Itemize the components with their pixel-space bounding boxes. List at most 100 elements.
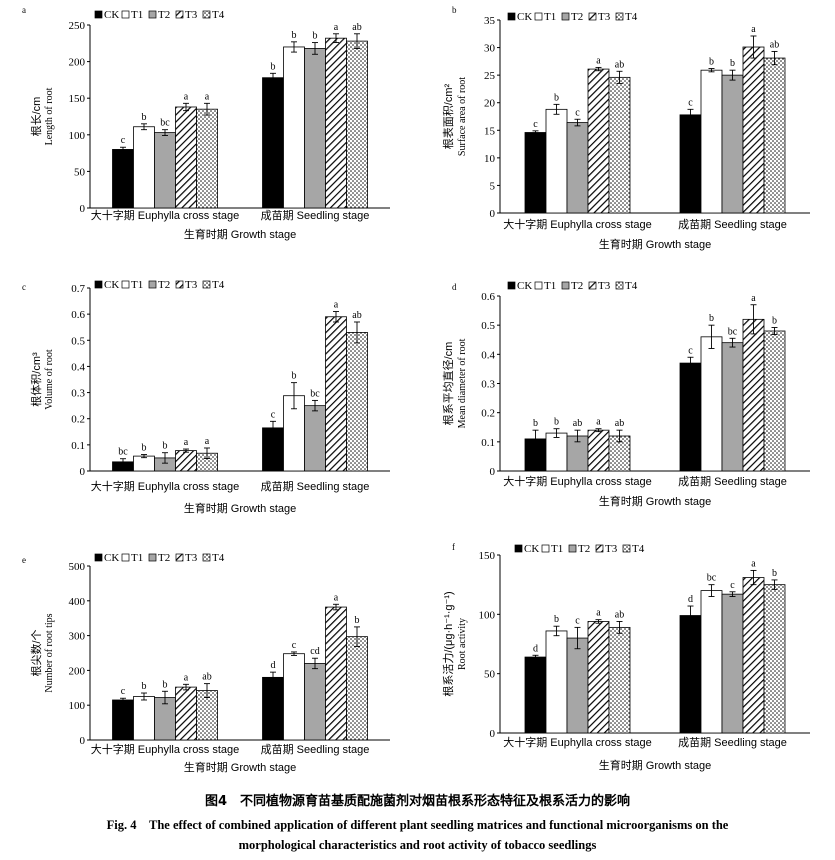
legend-swatch-t1 <box>541 544 550 553</box>
bar-t2 <box>721 74 744 214</box>
legend-swatch-t2 <box>148 553 157 562</box>
y-tick-label: 150 <box>479 550 496 562</box>
legend-swatch-t2 <box>561 281 570 290</box>
y-axis-label-en: Volume of root <box>44 349 55 410</box>
significance-letter: a <box>334 300 339 311</box>
y-tick-label: 0 <box>80 735 86 747</box>
y-tick-label: 25 <box>484 70 496 82</box>
y-tick-label: 5 <box>490 180 496 192</box>
y-tick-label: 100 <box>69 700 86 712</box>
bar-t4 <box>196 108 218 209</box>
significance-letter: b <box>709 57 714 68</box>
significance-letter: c <box>121 135 126 146</box>
panel-label: b <box>452 5 457 15</box>
significance-letter: a <box>596 55 601 66</box>
y-axis-label-en: Mean diameter of root <box>457 338 468 428</box>
y-tick-label: 200 <box>69 665 86 677</box>
legend-label: T3 <box>598 280 611 292</box>
bar-ck <box>112 149 134 209</box>
legend-swatch-ck <box>507 12 516 21</box>
bar-t1 <box>545 108 568 214</box>
bar-t3 <box>587 68 610 214</box>
legend-label: T4 <box>625 280 638 292</box>
significance-letter: b <box>163 679 168 690</box>
x-axis-title: 生育时期 Growth stage <box>599 494 711 508</box>
legend-label: T3 <box>185 9 198 21</box>
bar-t1 <box>545 630 568 734</box>
panel-label: d <box>452 282 457 292</box>
significance-letter: ab <box>615 609 624 620</box>
legend-swatch-t4 <box>622 544 631 553</box>
bar-t3 <box>742 577 765 734</box>
legend-swatch-t1 <box>121 10 130 19</box>
significance-letter: a <box>205 436 210 447</box>
bar-t1 <box>133 696 155 741</box>
y-tick-label: 0 <box>490 208 496 220</box>
bar-t4 <box>763 330 786 472</box>
y-tick-label: 0 <box>80 466 86 478</box>
legend-swatch-t2 <box>148 10 157 19</box>
significance-letter: bc <box>160 118 170 129</box>
significance-letter: a <box>334 592 339 603</box>
bar-ck <box>679 615 702 734</box>
significance-letter: b <box>271 61 276 72</box>
significance-letter: b <box>292 371 297 382</box>
figure-caption-en-line-1: Fig. 4 The effect of combined applicatio… <box>106 818 729 832</box>
y-axis-label-en: Number of root tips <box>44 613 55 692</box>
bar-t1 <box>700 590 723 734</box>
x-category-label: 大十字期 Euphylla cross stage <box>91 479 240 493</box>
bar-t2 <box>154 132 176 209</box>
y-axis-label-zh: 根表面积/cm² <box>441 83 455 149</box>
bar-ck <box>679 362 702 472</box>
bar-t3 <box>742 318 765 472</box>
x-category-label: 成苗期 Seedling stage <box>261 480 370 493</box>
significance-letter: c <box>688 97 693 108</box>
significance-letter: b <box>554 92 559 103</box>
significance-letter: bc <box>310 388 320 399</box>
bar-t3 <box>742 46 765 214</box>
legend-swatch-t3 <box>588 281 597 290</box>
y-axis-label-en: Length of root <box>44 87 55 145</box>
chart-panel-d: d 0 0.1 0.2 0.3 0.4 0.5 0.6 根系平均直径/cm Mean diamet… <box>441 280 810 508</box>
bar-t2 <box>566 637 589 734</box>
bar-ck <box>262 77 284 209</box>
legend-swatch-t3 <box>595 544 604 553</box>
y-axis-label-zh: 根长/cm <box>29 97 43 137</box>
y-tick-label: 0 <box>490 466 496 478</box>
legend-label: CK <box>517 280 532 292</box>
y-tick-label: 0 <box>490 728 496 740</box>
y-tick-label: 15 <box>484 125 496 137</box>
bar-t4 <box>608 626 631 734</box>
y-tick-label: 0.5 <box>481 320 495 332</box>
y-tick-label: 10 <box>484 153 496 165</box>
y-axis-label-zh: 根系平均直径/cm <box>441 342 455 426</box>
y-tick-label: 0.3 <box>71 388 85 400</box>
bar-t4 <box>763 57 786 214</box>
legend-swatch-t1 <box>121 553 130 562</box>
significance-letter: a <box>596 608 601 619</box>
legend-swatch-t3 <box>588 12 597 21</box>
y-tick-label: 0.6 <box>481 291 495 303</box>
y-tick-label: 0.2 <box>71 414 85 426</box>
y-tick-label: 0.6 <box>71 309 85 321</box>
bar-t2 <box>566 122 589 214</box>
bar-t4 <box>608 76 631 214</box>
legend-swatch-ck <box>514 544 523 553</box>
panel-label: e <box>22 555 26 565</box>
bar-t1 <box>283 46 305 209</box>
bar-t1 <box>133 126 155 209</box>
figure-caption-en-line-2: morphological characteristics and root a… <box>238 838 597 852</box>
legend-label: CK <box>104 9 119 21</box>
significance-letter: d <box>271 660 276 671</box>
y-tick-label: 400 <box>69 596 86 608</box>
significance-letter: a <box>751 558 756 569</box>
legend-swatch-t2 <box>568 544 577 553</box>
bar-t2 <box>721 593 744 734</box>
significance-letter: ab <box>770 39 779 50</box>
x-axis-title: 生育时期 Growth stage <box>599 237 711 251</box>
bar-t3 <box>175 106 197 209</box>
significance-letter: ab <box>573 418 582 429</box>
significance-letter: c <box>271 409 276 420</box>
legend-label: T4 <box>632 543 645 555</box>
